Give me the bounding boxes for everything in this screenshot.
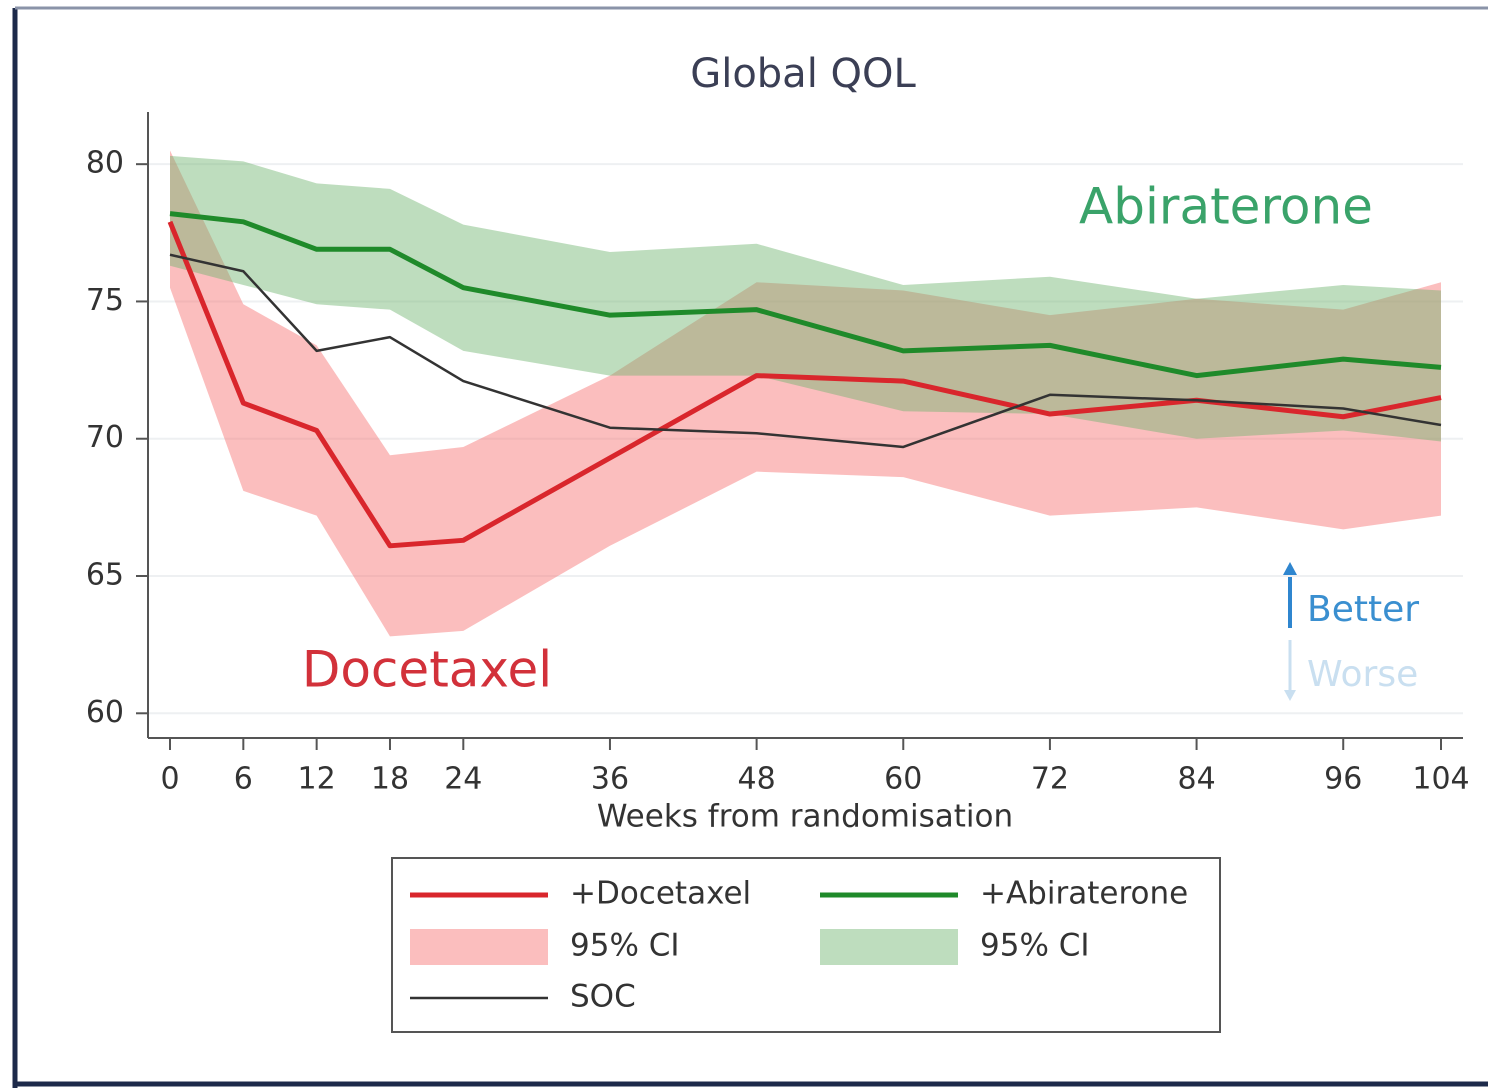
arrow-head: [1284, 690, 1296, 701]
x-tick-label: 0: [160, 762, 179, 797]
x-tick-label: 104: [1412, 762, 1469, 797]
series-line: [169, 253, 1442, 449]
y-tick-label: 75: [86, 283, 124, 318]
series-line: [169, 211, 1442, 379]
legend-swatch: [820, 929, 958, 965]
x-tick-label: 6: [234, 762, 253, 797]
arrow-head: [1283, 562, 1297, 575]
annotation: Worse: [1307, 654, 1418, 695]
x-axis-label: Weeks from randomisation: [597, 799, 1013, 835]
ci-band: [169, 150, 1442, 637]
x-tick-label: 84: [1177, 762, 1215, 797]
x-tick-label: 18: [371, 762, 409, 797]
series-line: [167, 220, 1442, 549]
legend-box: [391, 857, 1221, 1033]
x-tick-label: 24: [444, 762, 482, 797]
annotation: Abiraterone: [1079, 178, 1373, 236]
x-tick-label: 48: [738, 762, 776, 797]
x-tick-label: 36: [591, 762, 629, 797]
annotation: Better: [1307, 589, 1419, 630]
y-tick-label: 70: [86, 420, 124, 455]
legend-label: 95% CI: [980, 928, 1090, 964]
x-tick-label: 12: [298, 762, 336, 797]
x-tick-label: 96: [1324, 762, 1362, 797]
annotation: Docetaxel: [302, 641, 552, 699]
ci-band: [169, 155, 1442, 442]
legend-label: SOC: [570, 979, 636, 1015]
legend-swatch: [410, 929, 548, 965]
chart-title: Global QOL: [690, 51, 916, 97]
plot-layer: [148, 150, 1463, 715]
legend-label: +Docetaxel: [570, 876, 751, 912]
y-tick-label: 80: [86, 146, 124, 181]
x-tick-label: 60: [884, 762, 922, 797]
y-tick-label: 60: [86, 695, 124, 730]
legend-label: +Abiraterone: [980, 876, 1188, 912]
y-tick-label: 65: [86, 558, 124, 593]
legend-label: 95% CI: [570, 928, 680, 964]
x-tick-label: 72: [1031, 762, 1069, 797]
